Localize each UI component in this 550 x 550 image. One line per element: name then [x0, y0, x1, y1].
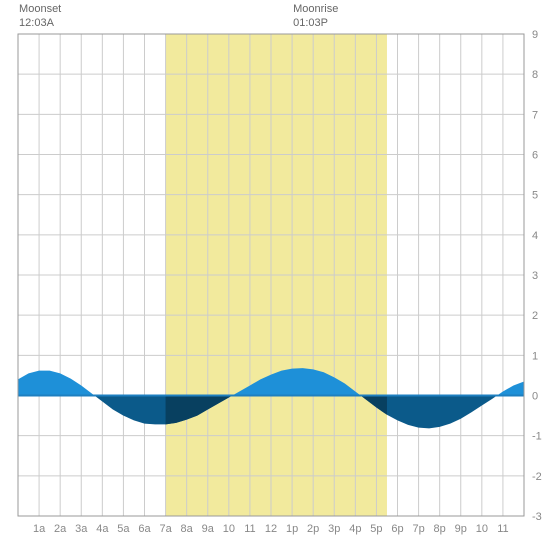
x-tick-label: 6a	[138, 523, 151, 535]
y-tick-label: 3	[532, 270, 538, 282]
x-tick-label: 2a	[54, 523, 67, 535]
y-axis-labels: -3 -2 -1 0 1 2 3 4 5 6 7 8 9	[532, 29, 542, 523]
y-tick-label: -2	[532, 471, 542, 483]
x-tick-label: 11	[497, 523, 508, 535]
x-tick-label: 8a	[181, 523, 194, 535]
x-tick-label: 5p	[370, 523, 382, 535]
x-axis-labels: 1a 2a 3a 4a 5a 6a 7a 8a 9a 10 11 12 1p 2p 3p 4p 5p 6p 7p 8p…	[33, 523, 509, 535]
x-tick-label: 11	[244, 523, 255, 535]
moonset-title: Moonset	[19, 3, 61, 15]
moonrise-label: Moonrise 01:03P	[293, 2, 338, 31]
y-tick-label: 4	[532, 230, 538, 242]
tide-chart-container: Moonset 12:03A Moonrise 01:03P -3-2-1012…	[0, 0, 550, 550]
y-tick-label: 9	[532, 29, 538, 41]
x-tick-label: 1a	[33, 523, 46, 535]
x-tick-label: 4a	[96, 523, 109, 535]
y-tick-label: 8	[532, 69, 538, 81]
y-tick-label: 2	[532, 310, 538, 322]
x-tick-label: 6p	[391, 523, 403, 535]
moonrise-time: 01:03P	[293, 17, 328, 29]
grid-lines	[18, 34, 524, 516]
x-tick-label: 7a	[159, 523, 172, 535]
x-tick-label: 2p	[307, 523, 319, 535]
x-tick-label: 7p	[412, 523, 424, 535]
x-tick-label: 3a	[75, 523, 88, 535]
y-tick-label: -3	[532, 511, 542, 523]
x-tick-label: 3p	[328, 523, 340, 535]
y-tick-label: 1	[532, 350, 538, 362]
x-tick-label: 12	[265, 523, 277, 535]
x-tick-label: 10	[223, 523, 235, 535]
x-tick-label: 9a	[202, 523, 215, 535]
y-tick-label: 6	[532, 150, 538, 162]
moonrise-title: Moonrise	[293, 3, 338, 15]
x-tick-label: 10	[476, 523, 488, 535]
y-tick-label: 5	[532, 190, 538, 202]
y-tick-label: -1	[532, 431, 542, 443]
x-tick-label: 1p	[286, 523, 298, 535]
moonset-label: Moonset 12:03A	[19, 2, 61, 31]
moonset-time: 12:03A	[19, 17, 54, 29]
x-tick-label: 8p	[434, 523, 446, 535]
tide-chart-svg: -3-2-10123456789 1a2a3a4a5a6a7a8a9a10111…	[0, 0, 550, 550]
x-tick-label: 5a	[117, 523, 130, 535]
x-tick-label: 9p	[455, 523, 467, 535]
y-tick-label: 7	[532, 109, 538, 121]
x-tick-label: 4p	[349, 523, 361, 535]
y-tick-label: 0	[532, 391, 538, 403]
